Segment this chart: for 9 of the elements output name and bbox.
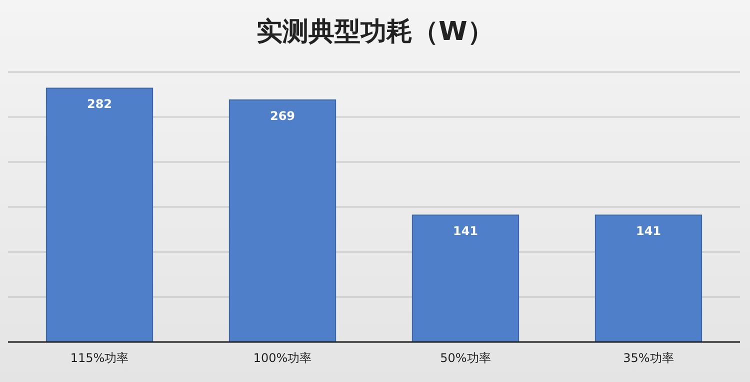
data-label: 269 <box>270 108 296 123</box>
x-tick-label: 50%功率 <box>440 351 491 365</box>
x-tick-label: 100%功率 <box>253 351 312 365</box>
data-label: 282 <box>86 97 112 112</box>
chart-title: 实测典型功耗（W） <box>256 17 494 47</box>
x-tick-label: 115%功率 <box>70 351 129 365</box>
data-label: 141 <box>452 224 478 238</box>
x-tick-label: 35%功率 <box>623 351 674 365</box>
data-label: 141 <box>636 224 662 238</box>
